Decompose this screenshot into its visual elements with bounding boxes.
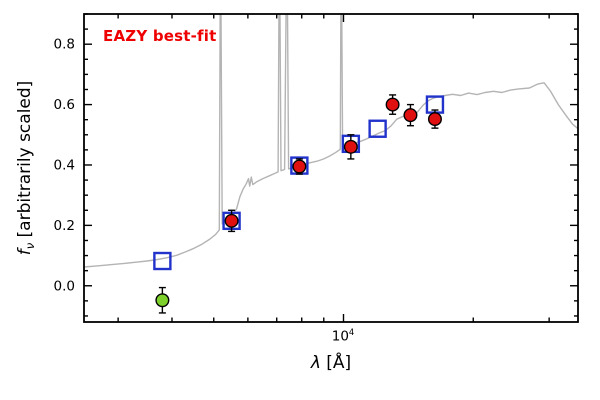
axes-frame <box>83 13 579 323</box>
y-tick-label: 0.8 <box>54 37 75 53</box>
observed-photometry-marker <box>343 139 358 154</box>
y-axis-symbol-subscript: ν <box>23 242 38 250</box>
x-tick-label-10e4: 104 <box>332 327 355 345</box>
y-tick-label: 0.6 <box>54 97 75 113</box>
x-tick-exponent: 4 <box>348 327 355 337</box>
observed-photometry-marker <box>403 108 418 123</box>
x-axis-symbol: λ <box>310 353 321 373</box>
x-axis-units: [Å] <box>320 353 352 373</box>
y-axis-units: [arbitrarily scaled] <box>14 80 35 243</box>
y-axis-symbol: f <box>14 249 35 256</box>
annotation-eazy-best-fit: EAZY best-fit <box>103 27 217 45</box>
model-photometry-marker <box>153 251 172 271</box>
observed-photometry-marker <box>427 112 442 127</box>
y-tick-label: 0.0 <box>54 278 75 294</box>
nondetection-point <box>155 286 170 314</box>
model-photometry-marker <box>368 119 387 138</box>
axis-ticks <box>84 13 578 322</box>
y-tick-labels: 0.0 0.2 0.4 0.6 0.8 <box>54 37 75 295</box>
y-tick-label: 0.4 <box>54 157 75 173</box>
x-axis-label: λ [Å] <box>311 353 351 373</box>
nondetection-point-marker <box>155 293 170 308</box>
annotation-text: EAZY best-fit <box>103 27 217 45</box>
model-spectrum <box>84 14 578 268</box>
observed-photometry-marker <box>292 159 307 174</box>
observed-photometry-marker <box>224 213 239 228</box>
observed-photometry <box>224 94 442 233</box>
x-tick-base: 10 <box>331 328 349 345</box>
y-axis-label: fν [arbitrarily scaled] <box>15 81 37 256</box>
observed-photometry-marker <box>385 97 400 112</box>
y-tick-label: 0.2 <box>54 218 75 234</box>
model-photometry <box>153 95 445 271</box>
